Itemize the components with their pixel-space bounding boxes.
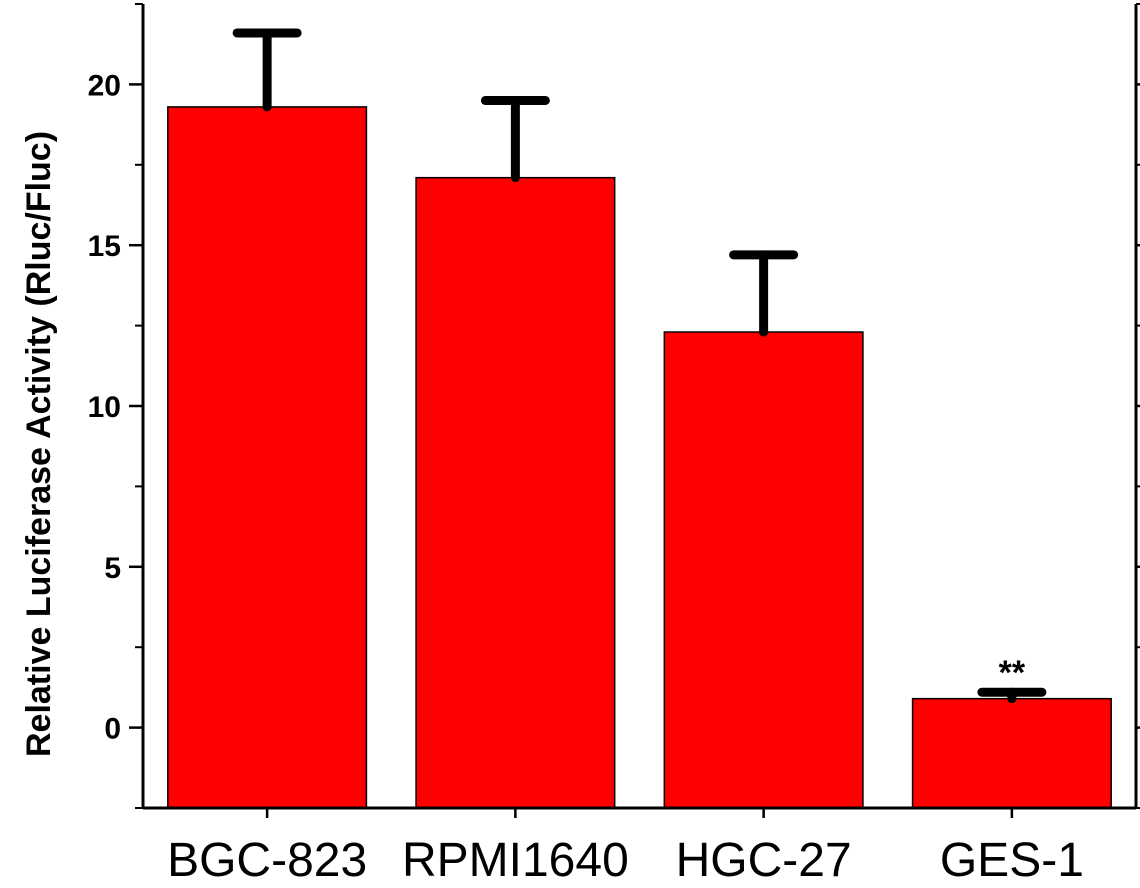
x-tick-label: BGC-823 xyxy=(167,834,367,887)
bars-layer xyxy=(167,106,1112,809)
bar-ges-1 xyxy=(911,697,1112,809)
x-tick-label: GES-1 xyxy=(940,834,1084,887)
bar-rpmi1640 xyxy=(415,176,616,809)
bar-hgc-27 xyxy=(663,331,864,809)
axes-layer xyxy=(129,3,1140,818)
y-tick-label: 10 xyxy=(88,391,121,424)
labels-layer: BGC-823 RPMI1640 HGC-27 ** GES-1 0 5 10 15 20 xyxy=(88,69,1084,887)
x-tick-label: HGC-27 xyxy=(676,834,852,887)
y-tick-label: 20 xyxy=(88,69,121,102)
y-tick-label: 0 xyxy=(104,713,121,746)
y-axis-label: Relative Luciferase Activity (Rluc/Fluc) xyxy=(20,131,58,757)
bar-bgc-823 xyxy=(167,106,368,809)
y-tick-label: 15 xyxy=(88,230,121,263)
y-tick-label: 5 xyxy=(104,552,121,585)
error-bars-layer xyxy=(232,28,1047,704)
x-tick-label: RPMI1640 xyxy=(402,834,629,887)
significance-annotation: ** xyxy=(999,654,1026,692)
